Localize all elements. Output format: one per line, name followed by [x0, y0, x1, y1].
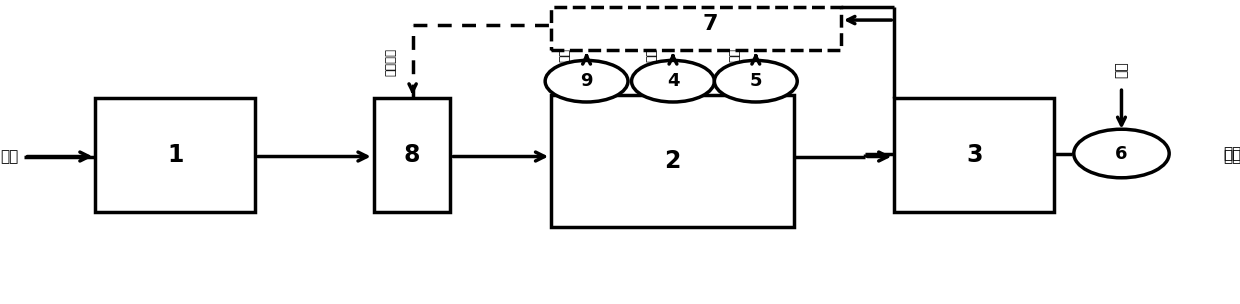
Text: 排气: 排气 [1115, 61, 1128, 78]
Text: 控刽信号: 控刽信号 [384, 48, 398, 76]
Text: 5: 5 [749, 72, 763, 90]
Text: 信号: 信号 [645, 48, 658, 62]
Text: 2: 2 [665, 149, 681, 173]
Ellipse shape [631, 60, 714, 102]
Text: 9: 9 [580, 72, 593, 90]
Ellipse shape [546, 60, 627, 102]
FancyBboxPatch shape [894, 98, 1054, 212]
Text: 出水: 出水 [1223, 149, 1240, 164]
Text: 8: 8 [404, 143, 420, 167]
Text: 信号: 信号 [728, 48, 742, 62]
Text: 废水: 废水 [0, 149, 19, 164]
Text: 6: 6 [1115, 144, 1127, 163]
FancyBboxPatch shape [95, 98, 255, 212]
FancyBboxPatch shape [551, 95, 794, 227]
Text: 1: 1 [167, 143, 184, 167]
Ellipse shape [714, 60, 797, 102]
Ellipse shape [1074, 129, 1169, 178]
Text: 4: 4 [667, 72, 680, 90]
Text: 7: 7 [703, 14, 718, 34]
Text: 3: 3 [966, 143, 982, 167]
Text: 信号: 信号 [559, 48, 572, 62]
Text: 产气: 产气 [1223, 146, 1240, 161]
FancyBboxPatch shape [373, 98, 450, 212]
